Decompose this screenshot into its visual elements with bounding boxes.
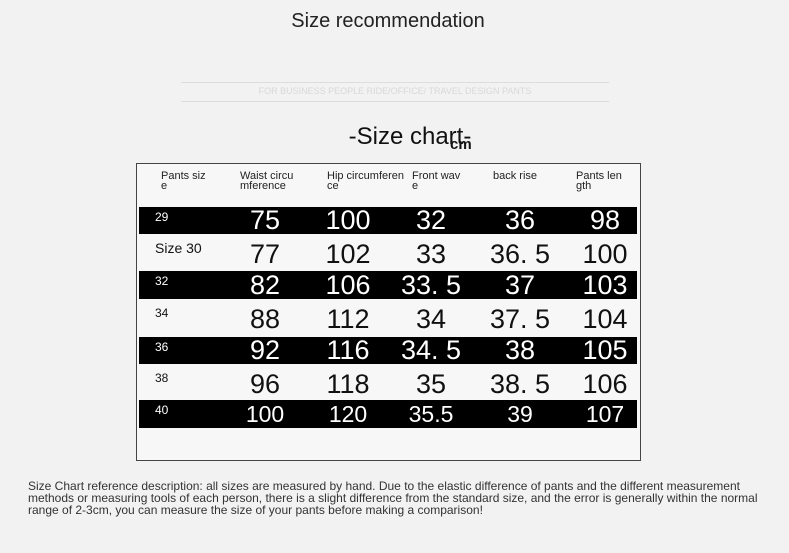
column-header: Hip circumference	[327, 170, 405, 192]
size-label: 38	[155, 371, 169, 385]
measurement: 39	[507, 401, 533, 427]
measurement: 100	[245, 401, 285, 427]
chart-title: -Size chart-	[348, 123, 472, 150]
measurement: 32	[415, 205, 447, 235]
size-label: 32	[155, 274, 169, 288]
size-label: 29	[155, 210, 169, 224]
measurement: 98	[589, 205, 621, 235]
measurement: 118	[326, 369, 370, 399]
measurement: 36. 5	[489, 239, 551, 269]
measurement: 107	[585, 401, 625, 427]
measurement: 100	[582, 239, 628, 269]
divider	[181, 82, 609, 83]
measurement: 92	[249, 335, 281, 365]
size-label: 34	[155, 306, 169, 320]
measurement: 34	[415, 304, 447, 334]
measurement: 116	[326, 335, 370, 365]
measurement: 37	[504, 270, 536, 300]
measurement: 75	[249, 205, 281, 235]
measurement: 96	[249, 369, 281, 399]
measurement: 100	[325, 205, 371, 235]
note: Size Chart reference description: all si…	[28, 479, 758, 517]
table-row: 32 82 106 33. 5 37 103	[139, 271, 637, 299]
column-header: back rise	[493, 170, 538, 182]
column-header: Pants length	[576, 170, 622, 192]
size-label: 40	[155, 403, 169, 417]
measurement: 106	[325, 270, 371, 300]
measurement: 106	[582, 369, 628, 399]
table-row: 34 88 112 34 37. 5 104	[139, 303, 637, 336]
measurement: 37. 5	[489, 304, 551, 334]
measurement: 36	[504, 205, 536, 235]
measurement: 33. 5	[400, 270, 462, 300]
table-row: 29 75 100 32 36 98	[139, 207, 637, 234]
table-row: Size 30 77 102 33 36. 5 100	[139, 238, 637, 270]
table-row: 36 92 116 34. 5 38 105	[139, 337, 637, 364]
column-header: Pants size	[161, 170, 206, 192]
measurement: 104	[582, 304, 628, 334]
unit: cm	[450, 136, 472, 153]
column-header: Front wave	[412, 170, 461, 192]
table-row: 38 96 118 35 38. 5 106	[139, 368, 637, 400]
measurement: 38. 5	[489, 369, 551, 399]
measurement: 38	[504, 335, 536, 365]
column-header: Waist circumference	[240, 170, 294, 192]
tagline: FOR BUSINESS PEOPLE RIDE/OFFICE/ TRAVEL …	[258, 86, 532, 96]
measurement: 103	[582, 270, 628, 300]
size-label: Size 30	[155, 240, 202, 256]
measurement: 105	[582, 335, 628, 365]
table-row: 40 100 120 35.5 39 107	[139, 400, 637, 428]
measurement: 35	[415, 369, 447, 399]
measurement: 77	[249, 239, 281, 269]
measurement: 34. 5	[400, 335, 462, 365]
measurement: 120	[328, 401, 368, 427]
measurement: 102	[325, 239, 371, 269]
measurement: 82	[249, 270, 281, 300]
measurement: 112	[326, 304, 370, 334]
divider	[181, 101, 609, 102]
measurement: 88	[249, 304, 281, 334]
measurement: 33	[415, 239, 447, 269]
size-label: 36	[155, 340, 169, 354]
page-title: Size recommendation	[291, 10, 485, 32]
measurement: 35.5	[408, 401, 454, 427]
